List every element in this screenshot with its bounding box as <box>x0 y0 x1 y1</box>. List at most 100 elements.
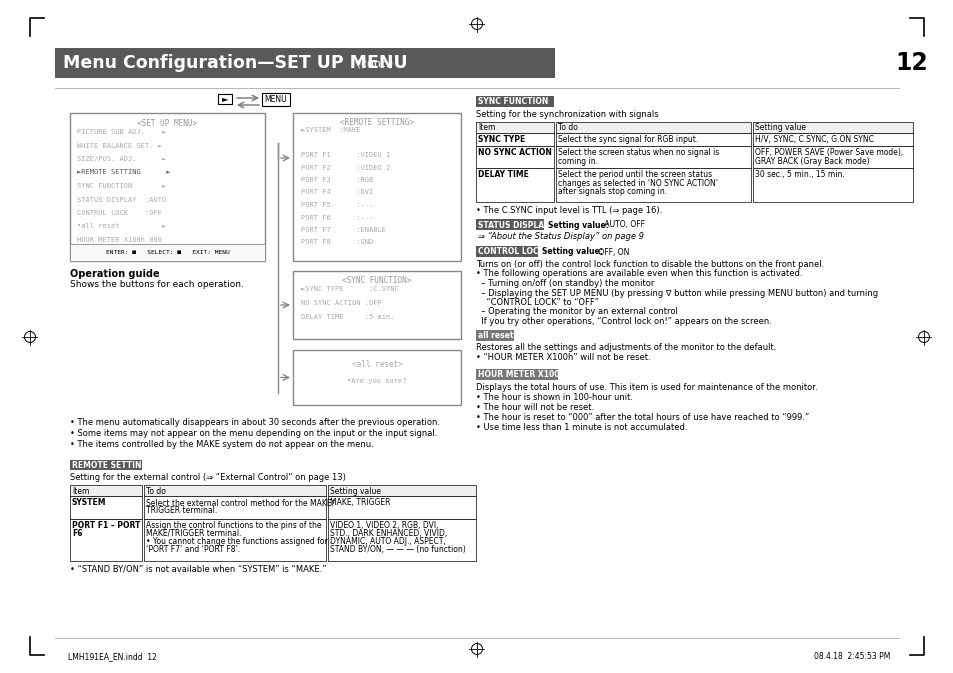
Bar <box>476 168 554 202</box>
Bar <box>55 48 555 78</box>
Text: VIDEO 1, VIDEO 2, RGB, DVI,: VIDEO 1, VIDEO 2, RGB, DVI, <box>330 521 438 530</box>
Bar <box>752 133 912 146</box>
Text: – Operating the monitor by an external control: – Operating the monitor by an external c… <box>476 308 678 316</box>
Bar <box>293 350 460 405</box>
Text: all reset: all reset <box>477 331 513 340</box>
Text: Menu Configuration—SET UP MENU: Menu Configuration—SET UP MENU <box>63 54 407 72</box>
Text: To do: To do <box>558 124 578 133</box>
Bar <box>556 146 750 168</box>
Text: 08.4.18  2:45:53 PM: 08.4.18 2:45:53 PM <box>813 652 889 661</box>
Text: NO SYNC ACTION: NO SYNC ACTION <box>477 148 551 157</box>
Bar <box>328 485 476 496</box>
Text: <all reset>: <all reset> <box>352 360 402 369</box>
Text: OFF, POWER SAVE (Power Save mode),: OFF, POWER SAVE (Power Save mode), <box>754 148 902 157</box>
Text: H/V, SYNC, C.SYNC, G.ON SYNC: H/V, SYNC, C.SYNC, G.ON SYNC <box>754 135 873 144</box>
Bar <box>144 485 326 496</box>
Text: ►: ► <box>221 94 228 104</box>
Text: Restores all the settings and adjustments of the monitor to the default.: Restores all the settings and adjustment… <box>476 343 776 353</box>
Text: Assign the control functions to the pins of the: Assign the control functions to the pins… <box>146 521 321 530</box>
Text: PORT F7      :ENABLE: PORT F7 :ENABLE <box>301 227 386 233</box>
Text: MAKE, TRIGGER: MAKE, TRIGGER <box>330 498 390 507</box>
Text: STATUS DISPLAY: STATUS DISPLAY <box>477 221 548 229</box>
Text: PORT F4      :DVI: PORT F4 :DVI <box>301 190 373 195</box>
Text: SYSTEM: SYSTEM <box>71 498 107 507</box>
Text: • The items controlled by the MAKE system do not appear on the menu.: • The items controlled by the MAKE syste… <box>70 440 374 449</box>
Text: Setting value:: Setting value: <box>547 221 608 229</box>
Bar <box>476 330 514 341</box>
Bar <box>70 485 142 496</box>
Text: ►REMOTE SETTING      ►: ►REMOTE SETTING ► <box>77 170 171 176</box>
Text: •Are you sure?: •Are you sure? <box>347 378 406 384</box>
Text: <SET UP MENU>: <SET UP MENU> <box>137 119 197 128</box>
Bar <box>752 122 912 133</box>
Bar <box>556 168 750 202</box>
Bar <box>556 133 750 146</box>
Text: SIZE/POS. ADJ.      ►: SIZE/POS. ADJ. ► <box>77 156 166 162</box>
Bar <box>476 96 554 107</box>
Text: – Turning on/off (on standby) the monitor: – Turning on/off (on standby) the monito… <box>476 279 654 288</box>
Text: • “STAND BY/ON” is not available when “SYSTEM” is “MAKE.”: • “STAND BY/ON” is not available when “S… <box>70 564 326 573</box>
Text: F6: F6 <box>71 529 82 538</box>
Bar <box>70 113 265 261</box>
Text: CONTROL LOCK    :OFF: CONTROL LOCK :OFF <box>77 210 162 216</box>
Text: STATUS DISPLAY  :AUTO: STATUS DISPLAY :AUTO <box>77 197 166 203</box>
Text: PORT F6      :---: PORT F6 :--- <box>301 215 373 221</box>
Text: – Displaying the SET UP MENU (by pressing ∇ button while pressing MENU button) a: – Displaying the SET UP MENU (by pressin… <box>476 289 877 297</box>
Text: If you try other operations, “Control lock on!” appears on the screen.: If you try other operations, “Control lo… <box>476 317 771 326</box>
Text: MAKE/TRIGGER terminal.: MAKE/TRIGGER terminal. <box>146 529 241 538</box>
Bar <box>476 146 554 168</box>
Text: after signals stop coming in.: after signals stop coming in. <box>558 187 666 196</box>
Text: PORT F1 – PORT: PORT F1 – PORT <box>71 521 140 530</box>
Text: DELAY TIME: DELAY TIME <box>477 170 528 179</box>
Text: 30 sec., 5 min., 15 min.: 30 sec., 5 min., 15 min. <box>754 170 843 179</box>
Text: Shows the buttons for each operation.: Shows the buttons for each operation. <box>70 280 244 289</box>
Text: changes as selected in ‘NO SYNC ACTION’: changes as selected in ‘NO SYNC ACTION’ <box>558 178 718 188</box>
Bar <box>70 244 265 261</box>
Text: <SYNC FUNCTION>: <SYNC FUNCTION> <box>342 276 412 285</box>
Text: • The hour is reset to “000” after the total hours of use have reached to “999.”: • The hour is reset to “000” after the t… <box>476 413 808 421</box>
Text: • The C.SYNC input level is TTL (⇒ page 16).: • The C.SYNC input level is TTL (⇒ page … <box>476 206 661 215</box>
Text: Setting for the external control (⇒ “External Control” on page 13): Setting for the external control (⇒ “Ext… <box>70 473 346 482</box>
Text: Operation guide: Operation guide <box>70 269 159 279</box>
Text: DYNAMIC, AUTO ADJ., ASPECT,: DYNAMIC, AUTO ADJ., ASPECT, <box>330 537 445 546</box>
Text: • Some items may not appear on the menu depending on the input or the input sign: • Some items may not appear on the menu … <box>70 429 436 438</box>
Text: •all reset          ►: •all reset ► <box>77 223 166 229</box>
Bar <box>144 496 326 519</box>
Text: WHITE BALANCE SET. ►: WHITE BALANCE SET. ► <box>77 143 162 149</box>
Text: PICTURE SUB ADJ.    ►: PICTURE SUB ADJ. ► <box>77 129 166 135</box>
Text: STD., DARK ENHANCED, VIVID,: STD., DARK ENHANCED, VIVID, <box>330 529 447 538</box>
Text: ►SYNC TYPE      :C.SYNC: ►SYNC TYPE :C.SYNC <box>301 286 398 292</box>
Bar <box>328 519 476 561</box>
Text: PORT F5      :---: PORT F5 :--- <box>301 202 373 208</box>
Text: • The following operations are available even when this function is activated.: • The following operations are available… <box>476 269 801 279</box>
Text: REMOTE SETTING: REMOTE SETTING <box>71 461 148 470</box>
Bar <box>70 496 142 519</box>
Text: LMH191EA_EN.indd  12: LMH191EA_EN.indd 12 <box>68 652 156 661</box>
Text: DELAY TIME     :5 min.: DELAY TIME :5 min. <box>301 314 395 320</box>
Text: Setting value: Setting value <box>754 124 805 133</box>
Bar <box>476 122 554 133</box>
Text: Setting value:: Setting value: <box>541 248 602 256</box>
Bar <box>218 94 232 104</box>
Bar <box>70 519 142 561</box>
Text: Setting value: Setting value <box>330 487 380 495</box>
Text: SYNC TYPE: SYNC TYPE <box>477 135 525 144</box>
Text: <REMOTE SETTING>: <REMOTE SETTING> <box>339 118 414 127</box>
Text: HOUR METER X100h: HOUR METER X100h <box>477 370 564 379</box>
Text: NO SYNC ACTION :OFF: NO SYNC ACTION :OFF <box>301 300 381 306</box>
Bar <box>293 271 460 339</box>
Text: ►SYSTEM  :MAKE: ►SYSTEM :MAKE <box>301 127 360 133</box>
Text: • “HOUR METER X100h” will not be reset.: • “HOUR METER X100h” will not be reset. <box>476 353 650 363</box>
Text: SYNC FUNCTION       ►: SYNC FUNCTION ► <box>77 183 166 189</box>
Text: STAND BY/ON, — — — (no function): STAND BY/ON, — — — (no function) <box>330 545 465 554</box>
Text: GRAY BACK (Gray Back mode): GRAY BACK (Gray Back mode) <box>754 157 869 166</box>
Text: • The hour will not be reset.: • The hour will not be reset. <box>476 402 594 411</box>
Bar <box>476 246 537 257</box>
Text: 12: 12 <box>894 51 926 75</box>
Text: CONTROL LOCK: CONTROL LOCK <box>477 248 544 256</box>
Text: Item: Item <box>477 124 495 133</box>
Text: PORT F8      :GND: PORT F8 :GND <box>301 240 373 246</box>
Text: • You cannot change the functions assigned for: • You cannot change the functions assign… <box>146 537 328 546</box>
Bar <box>476 219 543 230</box>
Text: SYNC FUNCTION: SYNC FUNCTION <box>477 98 548 106</box>
